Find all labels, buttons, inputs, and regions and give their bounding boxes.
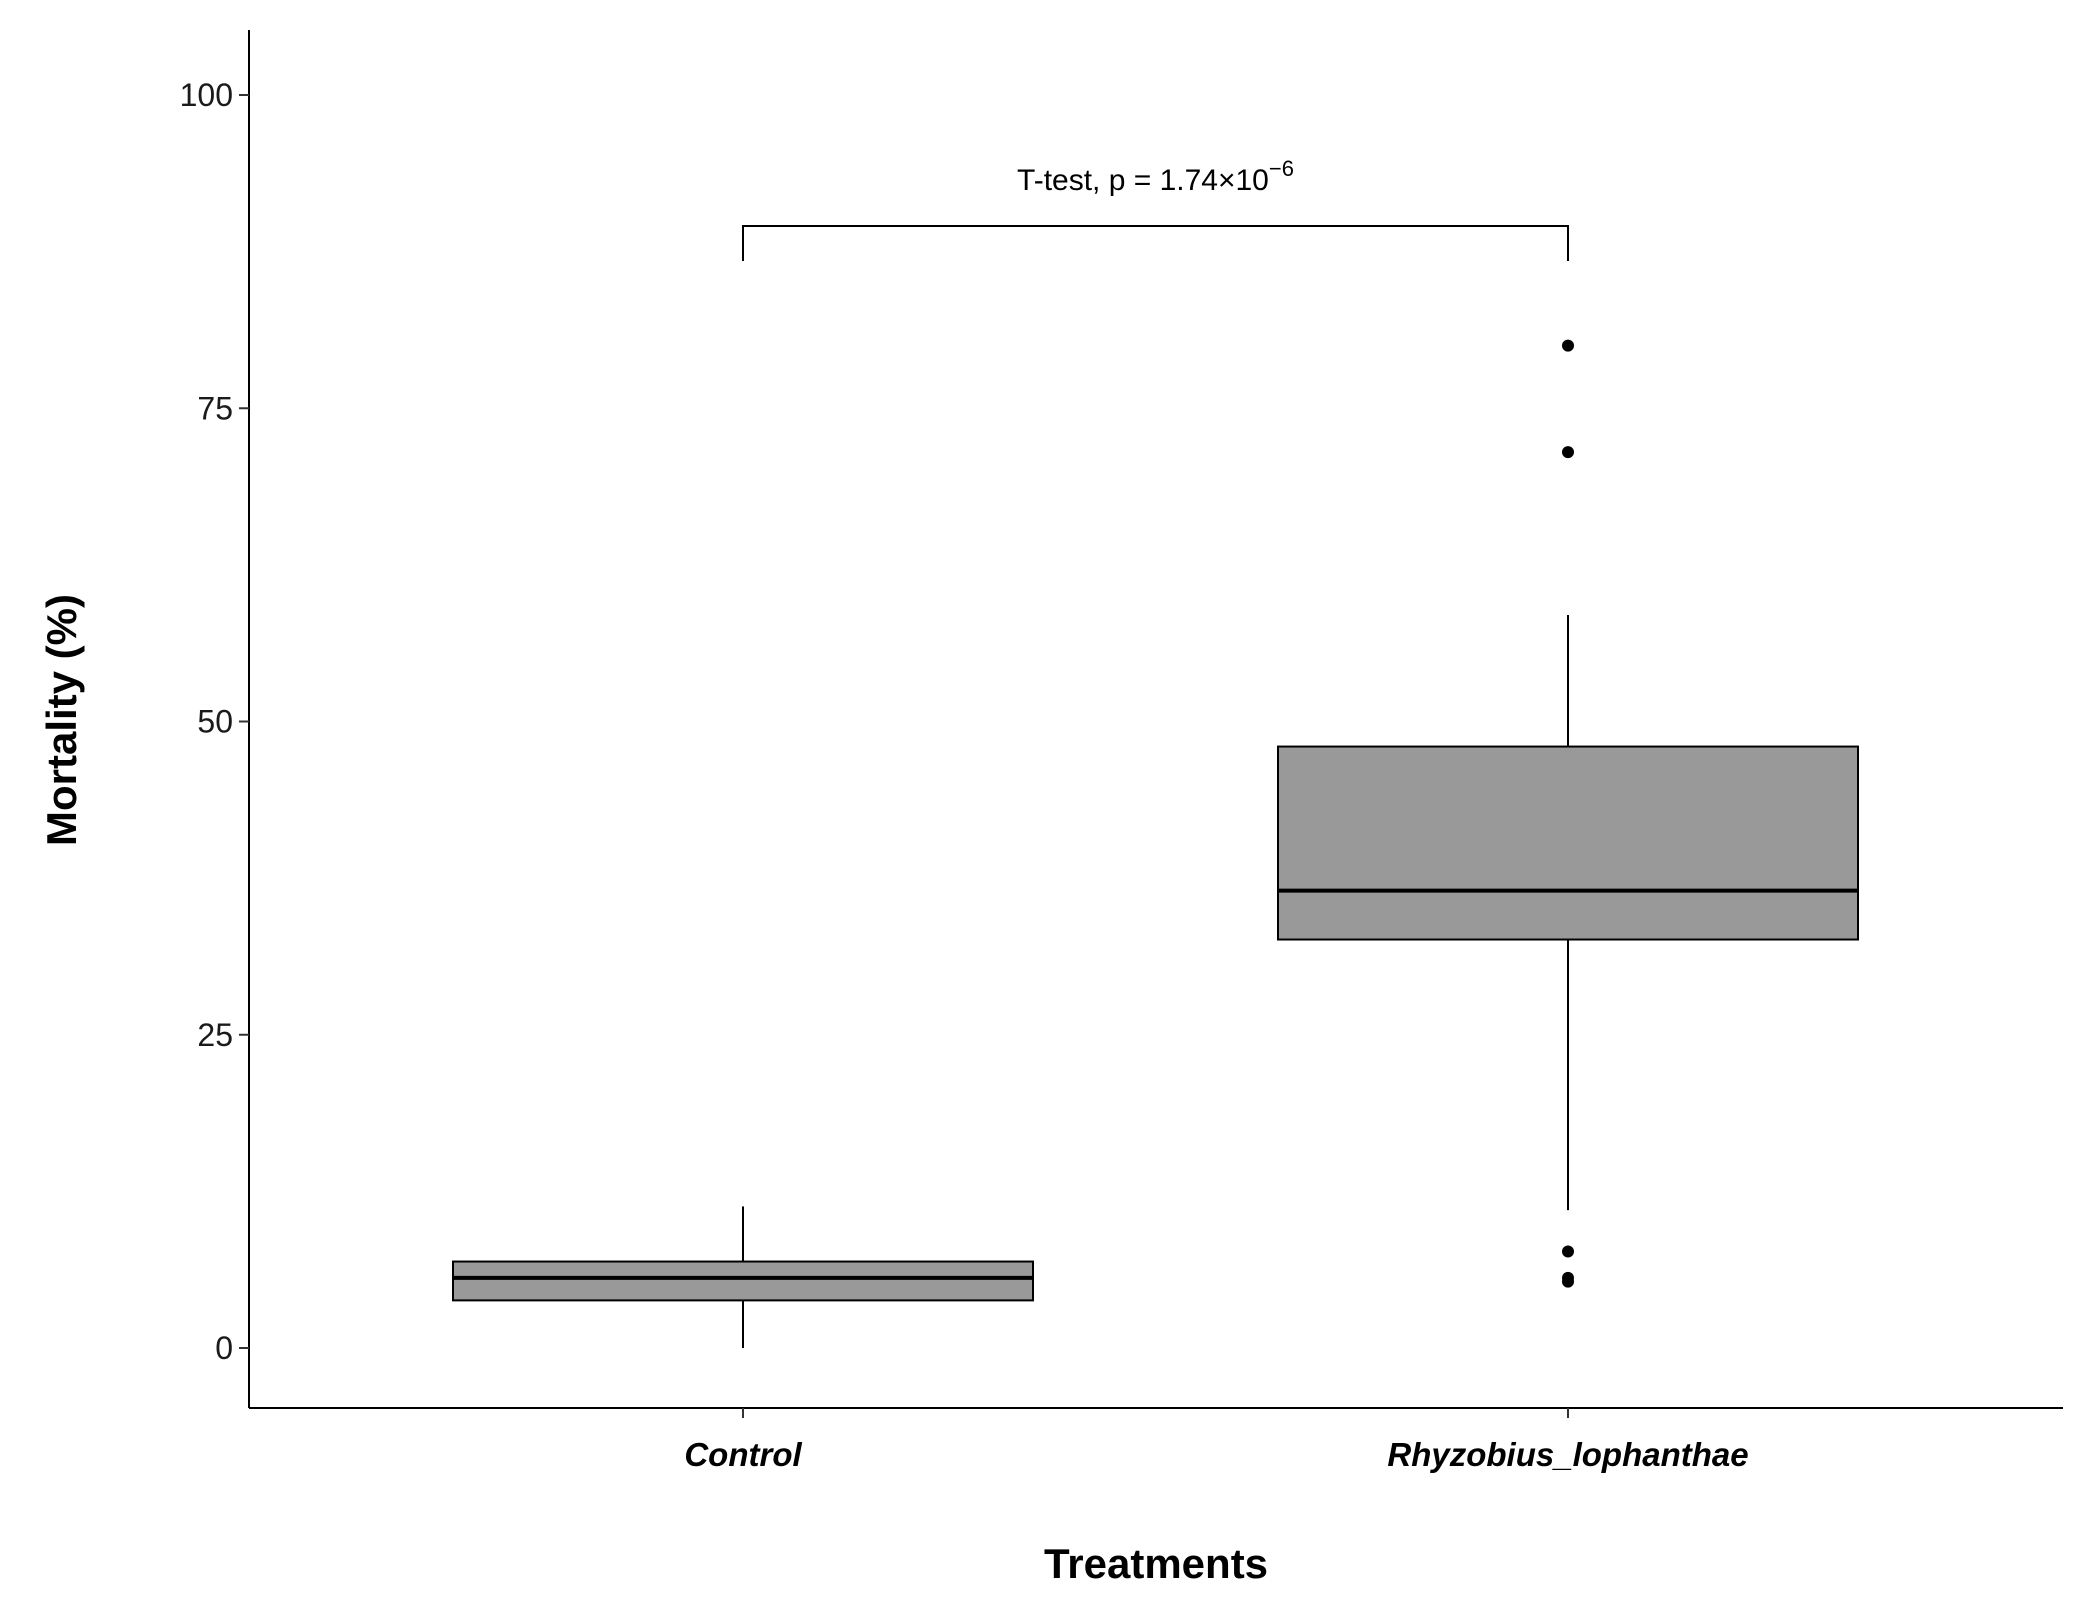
y-tick-label-0: 0 xyxy=(215,1330,233,1366)
y-tick-label-25: 25 xyxy=(197,1017,233,1053)
box-control xyxy=(452,1260,1034,1302)
x-tick-label-Control: Control xyxy=(684,1436,802,1473)
outlier-rhyzobius-lophanthae-0 xyxy=(1562,339,1574,352)
t-test-annotation-base: T-test, p = 1.74×10 xyxy=(1017,164,1269,197)
y-tick-label-75: 75 xyxy=(197,390,233,426)
significance-bracket xyxy=(742,225,1569,261)
outlier-rhyzobius-lophanthae-1 xyxy=(1562,446,1574,459)
t-test-annotation-exponent: −6 xyxy=(1269,156,1294,181)
outlier-rhyzobius-lophanthae-4 xyxy=(1562,1275,1574,1288)
y-tick-label-50: 50 xyxy=(197,704,233,740)
x-axis-title: Treatments xyxy=(1044,1540,1268,1587)
y-axis-title: Mortality (%) xyxy=(38,594,85,846)
plot-area: 0 25 50 75 100 Control Rhyzobius_lophanthae xyxy=(180,30,2063,1473)
t-test-annotation: T-test, p = 1.74×10−6 xyxy=(1017,156,1294,197)
box-rhyzobius-lophanthae xyxy=(1277,745,1859,941)
outlier-rhyzobius-lophanthae-2 xyxy=(1562,1245,1574,1258)
y-tick-label-100: 100 xyxy=(180,77,233,113)
x-tick-label-Rhyzobius_lophanthae: Rhyzobius_lophanthae xyxy=(1387,1436,1748,1473)
